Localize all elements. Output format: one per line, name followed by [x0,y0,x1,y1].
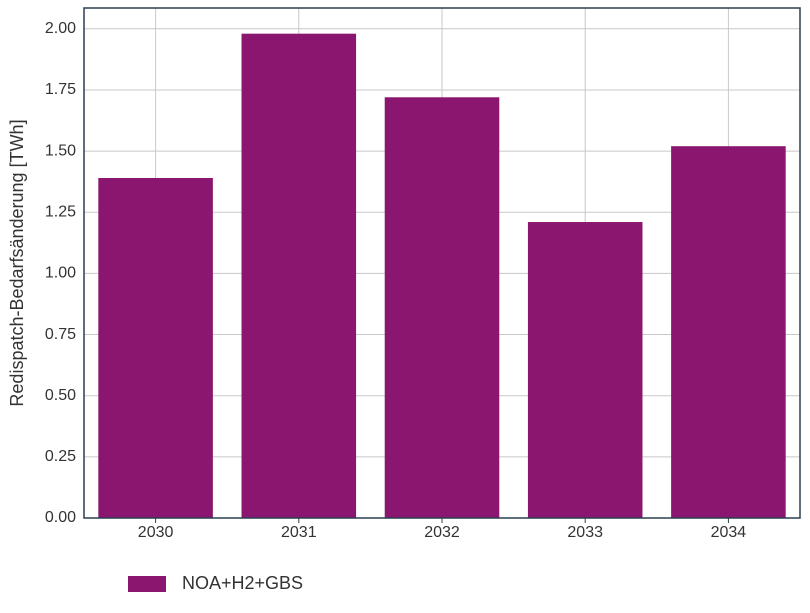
y-tick-label: 0.00 [45,509,76,526]
y-tick-label: 1.75 [45,81,76,98]
bar [384,97,500,518]
y-axis-label: Redispatch-Bedarfsänderung [TWh] [7,119,27,406]
y-tick-label: 1.50 [45,142,76,159]
x-tick-label: 2034 [711,524,747,541]
y-tick-label: 1.00 [45,265,76,282]
y-tick-label: 0.25 [45,448,76,465]
legend-label: NOA+H2+GBS [182,573,303,593]
y-tick-label: 2.00 [45,20,76,37]
bar [241,33,357,519]
y-tick-label: 1.25 [45,203,76,220]
x-tick-label: 2033 [567,524,603,541]
bar [671,146,786,519]
y-tick-label: 0.50 [45,387,76,404]
x-tick-label: 2031 [281,524,317,541]
x-tick-label: 2030 [138,524,174,541]
x-tick-label: 2032 [424,524,460,541]
bar [527,222,643,518]
bar [98,178,213,518]
y-tick-label: 0.75 [45,326,76,343]
legend-swatch [128,576,166,592]
plot-frame [83,7,801,519]
